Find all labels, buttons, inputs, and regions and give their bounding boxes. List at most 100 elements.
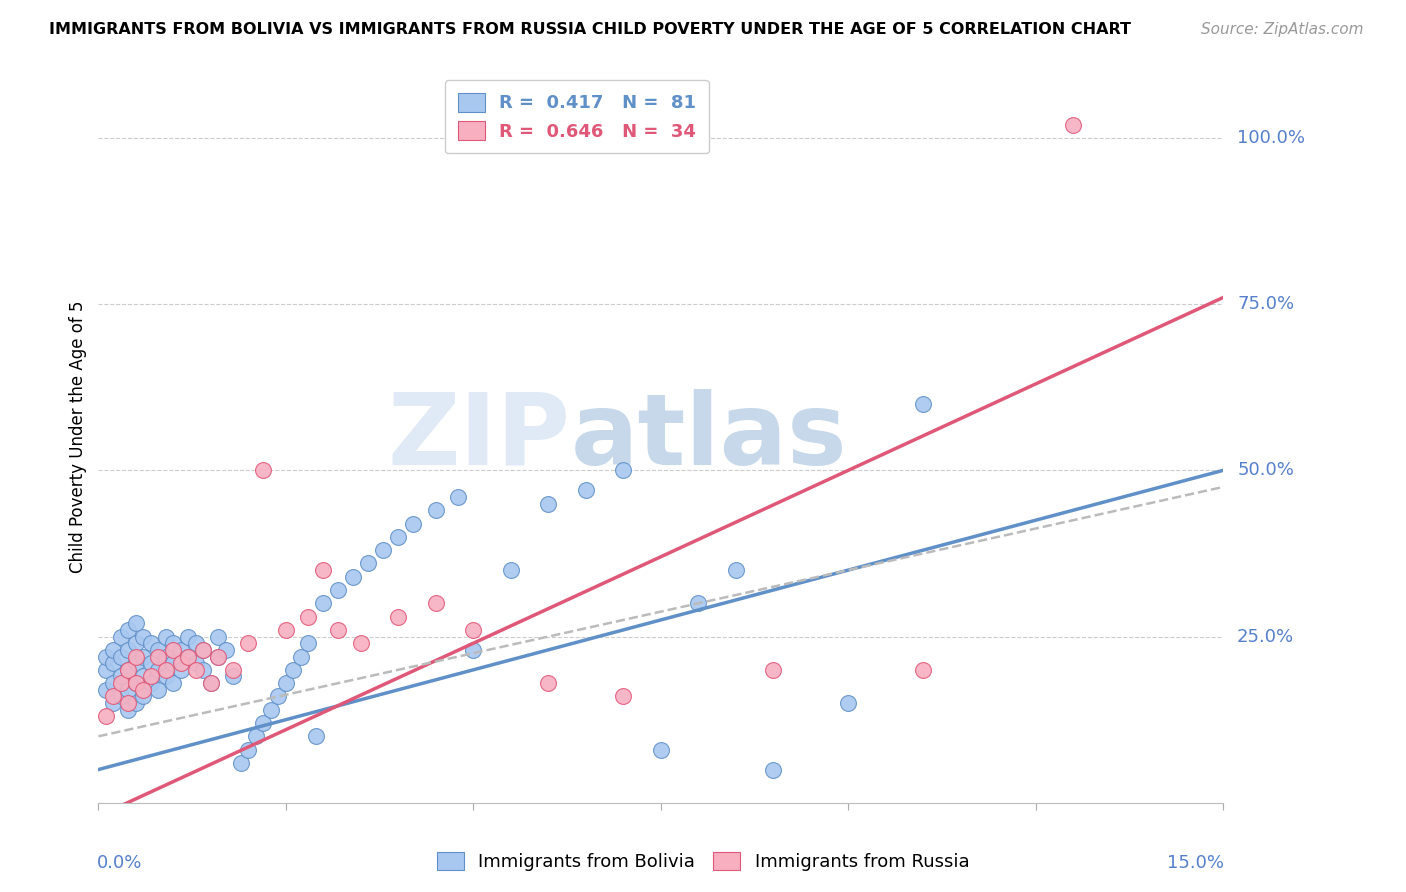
Point	[537, 497, 560, 511]
Point	[103, 690, 125, 704]
Point	[650, 742, 672, 756]
Point	[117, 663, 139, 677]
Point	[162, 643, 184, 657]
Point	[125, 616, 148, 631]
Point	[724, 563, 747, 577]
Point	[139, 669, 162, 683]
Point	[125, 676, 148, 690]
Point	[117, 663, 139, 677]
Point	[132, 669, 155, 683]
Point	[155, 663, 177, 677]
Point	[155, 649, 177, 664]
Point	[328, 623, 350, 637]
Point	[837, 696, 859, 710]
Point	[110, 669, 132, 683]
Point	[184, 663, 207, 677]
Point	[125, 649, 148, 664]
Point	[132, 649, 155, 664]
Point	[177, 649, 200, 664]
Text: 100.0%: 100.0%	[1237, 128, 1305, 147]
Point	[912, 663, 935, 677]
Point	[110, 676, 132, 690]
Point	[148, 643, 170, 657]
Point	[125, 636, 148, 650]
Point	[238, 636, 260, 650]
Point	[94, 649, 117, 664]
Text: 15.0%: 15.0%	[1167, 854, 1225, 872]
Point	[387, 530, 409, 544]
Point	[110, 649, 132, 664]
Point	[274, 676, 297, 690]
Point	[170, 663, 193, 677]
Point	[350, 636, 373, 650]
Point	[222, 669, 245, 683]
Point	[103, 643, 125, 657]
Point	[155, 630, 177, 644]
Legend: Immigrants from Bolivia, Immigrants from Russia: Immigrants from Bolivia, Immigrants from…	[429, 845, 977, 879]
Point	[117, 682, 139, 697]
Point	[312, 563, 335, 577]
Point	[425, 503, 447, 517]
Point	[103, 696, 125, 710]
Point	[184, 636, 207, 650]
Point	[117, 623, 139, 637]
Point	[297, 636, 319, 650]
Point	[132, 682, 155, 697]
Point	[148, 663, 170, 677]
Point	[162, 636, 184, 650]
Point	[1062, 118, 1084, 132]
Point	[499, 563, 522, 577]
Point	[117, 643, 139, 657]
Point	[117, 703, 139, 717]
Point	[139, 656, 162, 670]
Point	[342, 570, 364, 584]
Point	[463, 623, 485, 637]
Point	[575, 483, 598, 498]
Point	[170, 643, 193, 657]
Point	[207, 630, 229, 644]
Text: ZIP: ZIP	[388, 389, 571, 485]
Point	[148, 682, 170, 697]
Point	[94, 682, 117, 697]
Legend: R =  0.417   N =  81, R =  0.646   N =  34: R = 0.417 N = 81, R = 0.646 N = 34	[444, 80, 709, 153]
Point	[447, 490, 470, 504]
Point	[184, 656, 207, 670]
Point	[94, 663, 117, 677]
Point	[252, 463, 274, 477]
Point	[425, 596, 447, 610]
Point	[170, 656, 193, 670]
Point	[357, 557, 380, 571]
Point	[612, 463, 634, 477]
Point	[688, 596, 710, 610]
Text: Source: ZipAtlas.com: Source: ZipAtlas.com	[1201, 22, 1364, 37]
Point	[94, 709, 117, 723]
Point	[238, 742, 260, 756]
Point	[200, 676, 222, 690]
Point	[912, 397, 935, 411]
Point	[245, 729, 267, 743]
Point	[125, 676, 148, 690]
Point	[177, 630, 200, 644]
Point	[139, 636, 162, 650]
Point	[537, 676, 560, 690]
Point	[207, 649, 229, 664]
Point	[162, 656, 184, 670]
Point	[215, 643, 238, 657]
Point	[117, 696, 139, 710]
Point	[387, 609, 409, 624]
Point	[193, 643, 215, 657]
Point	[252, 716, 274, 731]
Point	[762, 763, 785, 777]
Point	[260, 703, 283, 717]
Point	[762, 663, 785, 677]
Point	[139, 676, 162, 690]
Point	[110, 690, 132, 704]
Point	[110, 630, 132, 644]
Point	[193, 643, 215, 657]
Point	[125, 656, 148, 670]
Point	[193, 663, 215, 677]
Point	[267, 690, 290, 704]
Text: atlas: atlas	[571, 389, 848, 485]
Point	[148, 649, 170, 664]
Point	[312, 596, 335, 610]
